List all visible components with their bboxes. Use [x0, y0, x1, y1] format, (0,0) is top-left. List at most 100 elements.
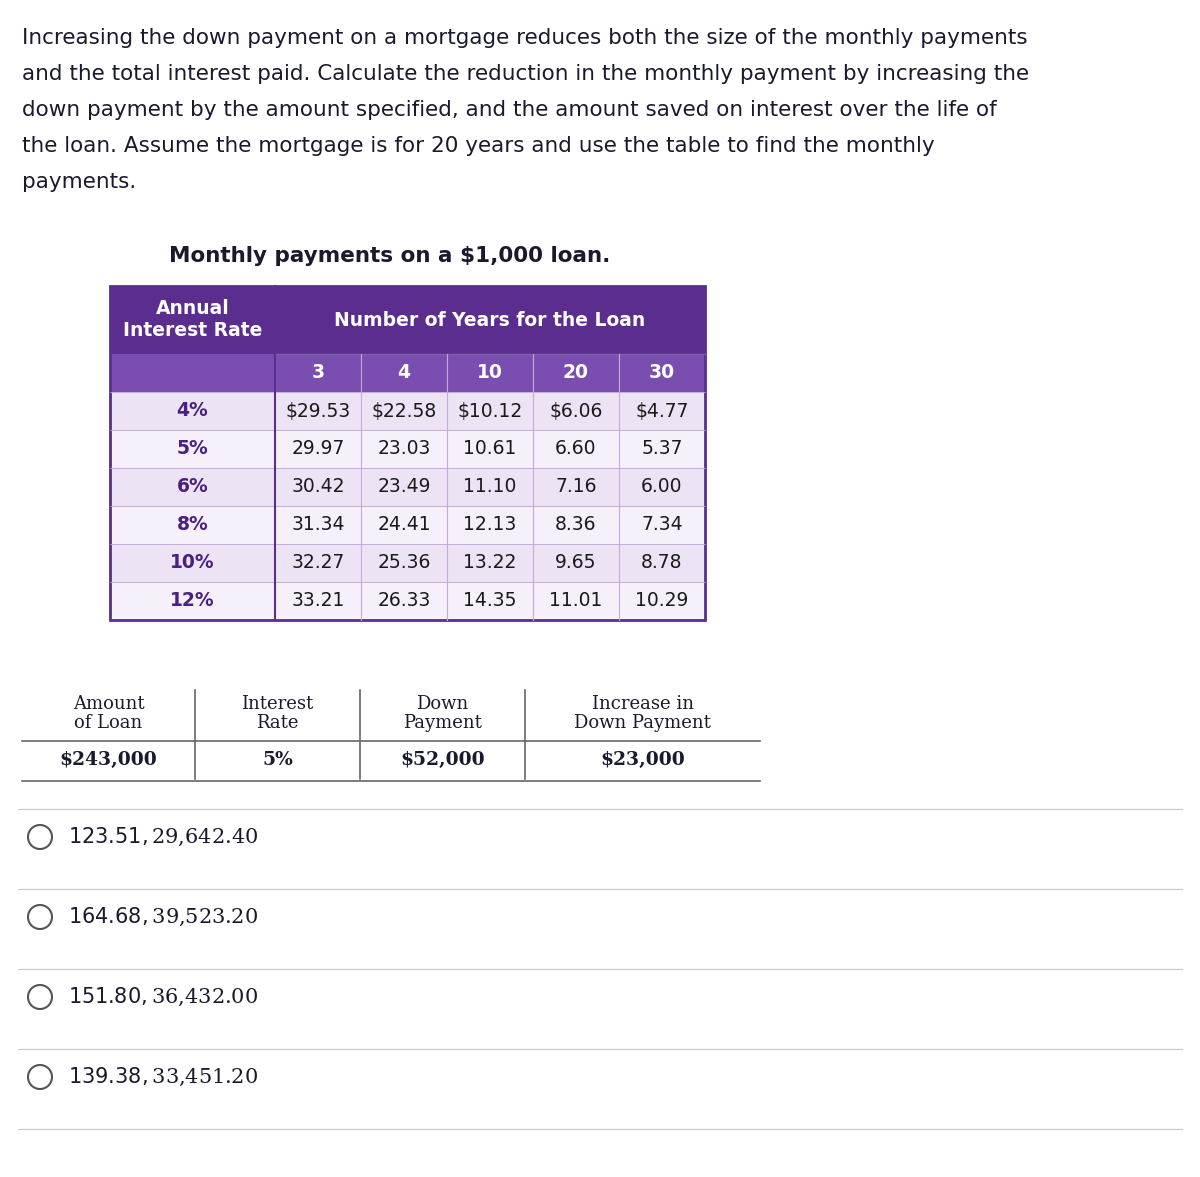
Bar: [533, 354, 619, 392]
Text: and the total interest paid. Calculate the reduction in the monthly payment by i: and the total interest paid. Calculate t…: [22, 64, 1030, 84]
Text: Down Payment: Down Payment: [574, 714, 710, 732]
Bar: [110, 506, 275, 544]
Text: Amount: Amount: [73, 694, 144, 713]
Text: Rate: Rate: [257, 714, 299, 732]
Bar: [361, 581, 446, 620]
Text: 7.34: 7.34: [641, 516, 683, 534]
Bar: [446, 430, 533, 468]
Text: 29.97: 29.97: [292, 439, 344, 459]
Bar: [275, 286, 706, 354]
Text: 10%: 10%: [170, 553, 215, 572]
Bar: [361, 392, 446, 430]
Text: 5%: 5%: [176, 439, 209, 459]
Bar: [619, 354, 706, 392]
Text: Down: Down: [416, 694, 469, 713]
Text: 8.78: 8.78: [641, 553, 683, 572]
Bar: [533, 506, 619, 544]
Bar: [446, 354, 533, 392]
Text: Monthly payments on a $1,000 loan.: Monthly payments on a $1,000 loan.: [169, 246, 611, 266]
Text: 7.16: 7.16: [556, 478, 596, 497]
Text: the loan. Assume the mortgage is for 20 years and use the table to find the mont: the loan. Assume the mortgage is for 20 …: [22, 137, 935, 157]
Text: 20: 20: [563, 364, 589, 383]
Bar: [110, 392, 275, 430]
Text: $29.53: $29.53: [286, 401, 350, 420]
Bar: [619, 392, 706, 430]
Text: 11.10: 11.10: [463, 478, 517, 497]
Bar: [275, 581, 361, 620]
Bar: [275, 544, 361, 581]
Bar: [110, 430, 275, 468]
Text: down payment by the amount specified, and the amount saved on interest over the : down payment by the amount specified, an…: [22, 100, 997, 120]
Bar: [110, 286, 275, 354]
Text: 23.49: 23.49: [377, 478, 431, 497]
Text: Number of Years for the Loan: Number of Years for the Loan: [335, 311, 646, 330]
Bar: [619, 506, 706, 544]
Text: 24.41: 24.41: [377, 516, 431, 534]
Text: 6.60: 6.60: [556, 439, 596, 459]
Text: 12%: 12%: [170, 592, 215, 611]
Bar: [446, 392, 533, 430]
Text: 26.33: 26.33: [377, 592, 431, 611]
Bar: [446, 581, 533, 620]
Bar: [533, 581, 619, 620]
Text: 8.36: 8.36: [556, 516, 596, 534]
Text: $22.58: $22.58: [371, 401, 437, 420]
Bar: [533, 544, 619, 581]
Text: $4.77: $4.77: [635, 401, 689, 420]
Bar: [275, 430, 361, 468]
Text: 14.35: 14.35: [463, 592, 517, 611]
Bar: [361, 544, 446, 581]
Text: 5%: 5%: [262, 751, 293, 769]
Text: $52,000: $52,000: [400, 751, 485, 769]
Bar: [110, 354, 275, 392]
Text: 25.36: 25.36: [377, 553, 431, 572]
Bar: [275, 354, 361, 392]
Text: 13.22: 13.22: [463, 553, 517, 572]
Text: $123.51, $29,642.40: $123.51, $29,642.40: [68, 826, 258, 849]
Text: 33.21: 33.21: [292, 592, 344, 611]
Text: $10.12: $10.12: [457, 401, 523, 420]
Bar: [361, 354, 446, 392]
Text: $6.06: $6.06: [550, 401, 602, 420]
Text: 6.00: 6.00: [641, 478, 683, 497]
Bar: [110, 468, 275, 506]
Bar: [533, 468, 619, 506]
Text: 31.34: 31.34: [292, 516, 344, 534]
Text: 30.42: 30.42: [292, 478, 344, 497]
Bar: [275, 392, 361, 430]
Text: Increase in: Increase in: [592, 694, 694, 713]
Text: $151.80, $36,432.00: $151.80, $36,432.00: [68, 986, 258, 1008]
Text: 23.03: 23.03: [377, 439, 431, 459]
Bar: [361, 430, 446, 468]
Text: $23,000: $23,000: [600, 751, 685, 769]
Text: $164.68, $39,523.20: $164.68, $39,523.20: [68, 906, 258, 929]
Bar: [619, 430, 706, 468]
Text: Increasing the down payment on a mortgage reduces both the size of the monthly p: Increasing the down payment on a mortgag…: [22, 28, 1027, 48]
Text: payments.: payments.: [22, 172, 137, 192]
Text: 5.37: 5.37: [641, 439, 683, 459]
Bar: [619, 544, 706, 581]
Text: Interest: Interest: [241, 694, 313, 713]
Text: 30: 30: [649, 364, 676, 383]
Bar: [619, 581, 706, 620]
Bar: [446, 544, 533, 581]
Text: $139.38, $33,451.20: $139.38, $33,451.20: [68, 1066, 258, 1088]
Bar: [533, 392, 619, 430]
Bar: [361, 506, 446, 544]
Text: 4: 4: [397, 364, 410, 383]
Text: 8%: 8%: [176, 516, 209, 534]
Bar: [446, 468, 533, 506]
Text: Annual
Interest Rate: Annual Interest Rate: [122, 299, 262, 340]
Bar: [275, 468, 361, 506]
Text: of Loan: of Loan: [74, 714, 143, 732]
Bar: [533, 430, 619, 468]
Text: 9.65: 9.65: [556, 553, 596, 572]
Bar: [275, 506, 361, 544]
Text: 3: 3: [312, 364, 324, 383]
Text: 12.13: 12.13: [463, 516, 517, 534]
Text: 6%: 6%: [176, 478, 209, 497]
Text: 4%: 4%: [176, 401, 209, 420]
Bar: [110, 286, 706, 620]
Text: 11.01: 11.01: [550, 592, 602, 611]
Bar: [446, 506, 533, 544]
